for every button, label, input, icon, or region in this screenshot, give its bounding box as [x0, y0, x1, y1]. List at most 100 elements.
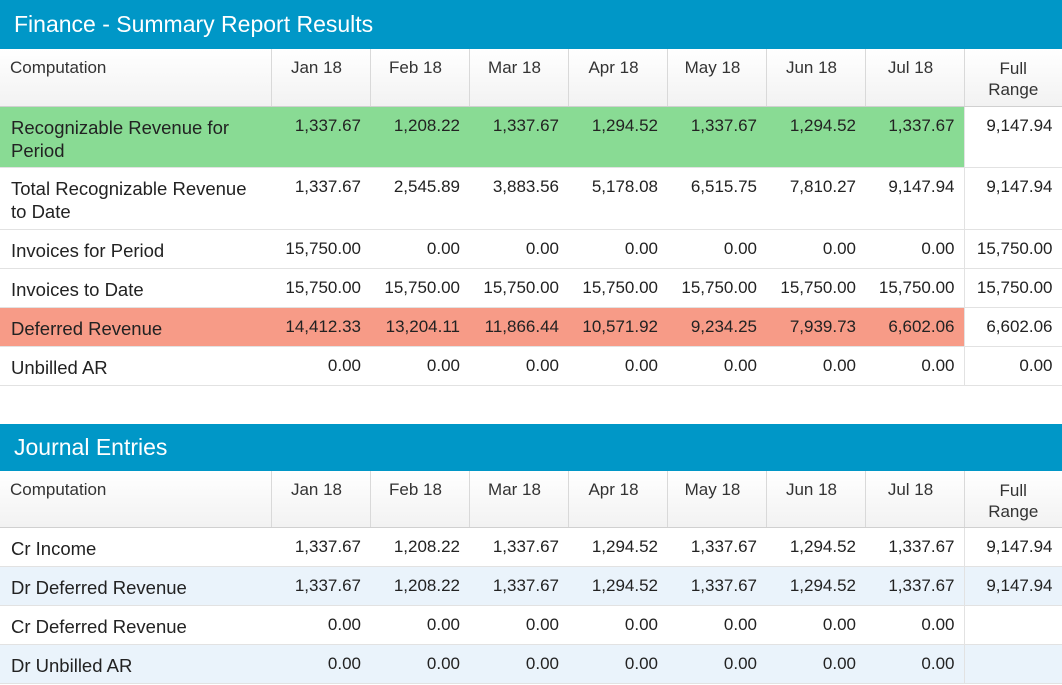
table-cell: 10,571.92 — [568, 307, 667, 347]
table-cell: 9,147.94 — [865, 167, 964, 230]
column-header[interactable]: Full Range — [964, 470, 1062, 528]
column-header[interactable]: May 18 — [667, 470, 767, 528]
table-cell: 1,337.67 — [667, 527, 766, 567]
table-cell: 1,208.22 — [370, 566, 469, 606]
row-label: Cr Income — [0, 527, 271, 567]
table-row: Invoices for Period 15,750.00 0.00 0.00 0.00… — [0, 229, 1062, 269]
table-row: Deferred Revenue 14,412.33 13,204.11 11,866… — [0, 307, 1062, 347]
column-header[interactable]: Computation — [0, 470, 272, 528]
full-range-cell: 9,147.94 — [963, 566, 1062, 606]
table-cell: 1,294.52 — [766, 527, 865, 567]
column-header[interactable]: Mar 18 — [469, 470, 569, 528]
column-header[interactable]: Jan 18 — [271, 470, 371, 528]
table-cell: 1,337.67 — [271, 566, 370, 606]
table-cell: 1,208.22 — [370, 527, 469, 567]
table-cell: 0.00 — [370, 229, 469, 269]
table-cell: 6,602.06 — [865, 307, 964, 347]
table-cell: 1,337.67 — [865, 566, 964, 606]
column-header[interactable]: Jul 18 — [865, 49, 965, 107]
table-cell: 15,750.00 — [469, 268, 568, 308]
full-range-cell: 0.00 — [963, 346, 1062, 386]
table-cell: 1,294.52 — [568, 527, 667, 567]
table-cell: 2,545.89 — [370, 167, 469, 230]
table-cell: 9,234.25 — [667, 307, 766, 347]
row-label: Unbilled AR — [0, 346, 271, 386]
column-header[interactable]: Jun 18 — [766, 470, 866, 528]
table-cell: 0.00 — [865, 229, 964, 269]
table-cell: 11,866.44 — [469, 307, 568, 347]
full-range-cell: 6,602.06 — [963, 307, 1062, 347]
table-cell: 15,750.00 — [370, 268, 469, 308]
table-cell: 1,337.67 — [667, 566, 766, 606]
table-cell: 0.00 — [568, 229, 667, 269]
full-range-cell: 9,147.94 — [963, 167, 1062, 230]
table-cell: 0.00 — [568, 605, 667, 645]
table-row: Invoices to Date 15,750.00 15,750.00 15,750… — [0, 268, 1062, 308]
row-label: Total Recognizable Revenue to Date — [0, 167, 271, 230]
table-cell: 3,883.56 — [469, 167, 568, 230]
table-cell: 1,337.67 — [667, 106, 766, 168]
table-cell: 1,294.52 — [766, 106, 865, 168]
column-header[interactable]: Jan 18 — [271, 49, 371, 107]
row-label: Invoices for Period — [0, 229, 271, 269]
column-header[interactable]: Computation — [0, 49, 272, 107]
column-header[interactable]: Jul 18 — [865, 470, 965, 528]
table-cell: 1,337.67 — [271, 106, 370, 168]
table-cell: 1,337.67 — [469, 566, 568, 606]
table-cell: 0.00 — [271, 644, 370, 684]
table-cell: 1,337.67 — [865, 527, 964, 567]
column-header[interactable]: Feb 18 — [370, 470, 470, 528]
table-cell: 15,750.00 — [568, 268, 667, 308]
full-range-cell: 9,147.94 — [963, 106, 1062, 168]
row-label: Dr Unbilled AR — [0, 644, 271, 684]
table-cell: 15,750.00 — [865, 268, 964, 308]
table-row: Cr Income 1,337.67 1,208.22 1,337.67 1,294.5… — [0, 527, 1062, 567]
table-cell: 0.00 — [469, 346, 568, 386]
table-cell: 13,204.11 — [370, 307, 469, 347]
column-header[interactable]: Feb 18 — [370, 49, 470, 107]
full-range-cell: 15,750.00 — [963, 268, 1062, 308]
table-row: Unbilled AR 0.00 0.00 0.00 0.00 0.00 0.00 0.00 0… — [0, 346, 1062, 386]
table-cell: 0.00 — [766, 605, 865, 645]
full-range-cell: 15,750.00 — [963, 229, 1062, 269]
row-label: Cr Deferred Revenue — [0, 605, 271, 645]
column-header[interactable]: May 18 — [667, 49, 767, 107]
summary-report-table: Computation Jan 18 Feb 18 Mar 18 Apr 18 … — [0, 49, 1062, 386]
column-header[interactable]: Mar 18 — [469, 49, 569, 107]
table-cell: 1,294.52 — [568, 566, 667, 606]
journal-entries-table: Computation Jan 18 Feb 18 Mar 18 Apr 18 … — [0, 470, 1062, 684]
column-header[interactable]: Jun 18 — [766, 49, 866, 107]
table-cell: 1,337.67 — [469, 106, 568, 168]
table-row: Cr Deferred Revenue 0.00 0.00 0.00 0.00 0.00 0… — [0, 605, 1062, 645]
table-cell: 7,810.27 — [766, 167, 865, 230]
table-cell: 0.00 — [667, 229, 766, 269]
table-cell: 15,750.00 — [667, 268, 766, 308]
table-cell: 6,515.75 — [667, 167, 766, 230]
table-cell: 0.00 — [766, 644, 865, 684]
table-cell: 0.00 — [370, 605, 469, 645]
journal-entries-title: Journal Entries — [0, 423, 1062, 471]
table-cell: 0.00 — [766, 229, 865, 269]
journal-header-row: Computation Jan 18 Feb 18 Mar 18 Apr 18 … — [0, 470, 1062, 528]
table-cell: 0.00 — [370, 346, 469, 386]
table-cell: 0.00 — [370, 644, 469, 684]
table-cell: 0.00 — [766, 346, 865, 386]
table-cell: 1,337.67 — [271, 527, 370, 567]
row-label: Invoices to Date — [0, 268, 271, 308]
table-row: Recognizable Revenue for Period 1,337.67 1… — [0, 106, 1062, 168]
table-cell: 7,939.73 — [766, 307, 865, 347]
table-cell: 0.00 — [469, 229, 568, 269]
table-cell: 0.00 — [271, 605, 370, 645]
table-cell: 15,750.00 — [766, 268, 865, 308]
table-cell: 1,208.22 — [370, 106, 469, 168]
section-spacer — [0, 386, 1062, 424]
column-header[interactable]: Apr 18 — [568, 470, 668, 528]
table-row: Total Recognizable Revenue to Date 1,337.… — [0, 167, 1062, 230]
summary-report-title: Finance - Summary Report Results — [0, 0, 1062, 49]
table-cell: 5,178.08 — [568, 167, 667, 230]
column-header[interactable]: Apr 18 — [568, 49, 668, 107]
table-cell: 0.00 — [865, 346, 964, 386]
table-cell: 1,337.67 — [469, 527, 568, 567]
column-header[interactable]: Full Range — [964, 49, 1062, 107]
table-cell: 15,750.00 — [271, 229, 370, 269]
